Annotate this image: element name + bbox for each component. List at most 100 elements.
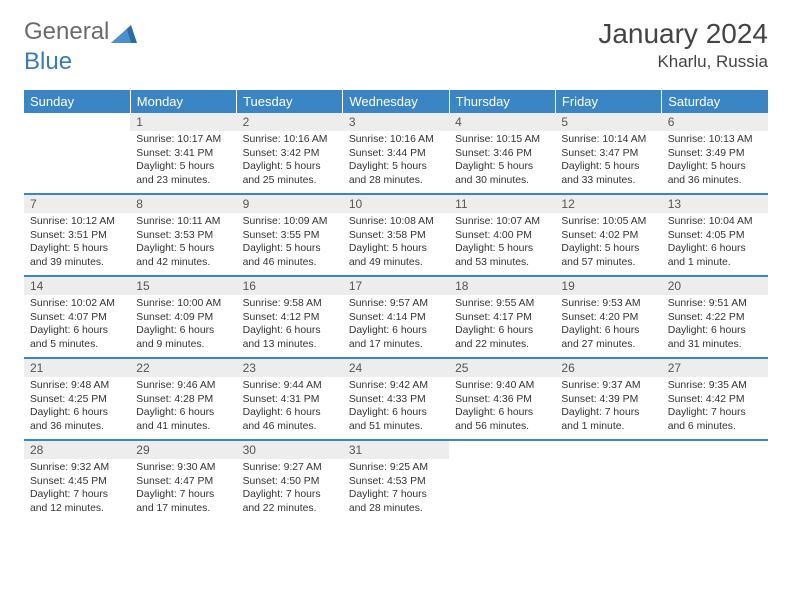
daylight-text: Daylight: 7 hours and 28 minutes. [349, 488, 443, 515]
calendar-day-cell: 2Sunrise: 10:16 AMSunset: 3:42 PMDayligh… [237, 113, 343, 194]
sunrise-text: Sunrise: 9:37 AM [561, 379, 655, 393]
day-details: Sunrise: 10:14 AMSunset: 3:47 PMDaylight… [555, 131, 661, 193]
sunset-text: Sunset: 4:53 PM [349, 475, 443, 489]
daylight-text: Daylight: 5 hours and 36 minutes. [668, 160, 762, 187]
sunrise-text: Sunrise: 9:48 AM [30, 379, 124, 393]
daylight-text: Daylight: 5 hours and 53 minutes. [455, 242, 549, 269]
brand-word2: Blue [24, 48, 72, 76]
calendar-week-row: 28Sunrise: 9:32 AMSunset: 4:45 PMDayligh… [24, 440, 768, 521]
triangle-icon [111, 21, 137, 43]
sunrise-text: Sunrise: 10:15 AM [455, 133, 549, 147]
calendar-day-cell [24, 113, 130, 194]
daylight-text: Daylight: 6 hours and 27 minutes. [561, 324, 655, 351]
day-number: 6 [662, 113, 768, 131]
daylight-text: Daylight: 7 hours and 1 minute. [561, 406, 655, 433]
calendar-day-cell: 31Sunrise: 9:25 AMSunset: 4:53 PMDayligh… [343, 440, 449, 521]
daylight-text: Daylight: 6 hours and 56 minutes. [455, 406, 549, 433]
sunset-text: Sunset: 3:46 PM [455, 147, 549, 161]
day-details: Sunrise: 9:32 AMSunset: 4:45 PMDaylight:… [24, 459, 130, 521]
daylight-text: Daylight: 6 hours and 13 minutes. [243, 324, 337, 351]
sunset-text: Sunset: 4:09 PM [136, 311, 230, 325]
day-details: Sunrise: 9:55 AMSunset: 4:17 PMDaylight:… [449, 295, 555, 357]
day-details: Sunrise: 9:53 AMSunset: 4:20 PMDaylight:… [555, 295, 661, 357]
day-number: 11 [449, 195, 555, 213]
calendar-day-cell: 1Sunrise: 10:17 AMSunset: 3:41 PMDayligh… [130, 113, 236, 194]
calendar-day-cell: 5Sunrise: 10:14 AMSunset: 3:47 PMDayligh… [555, 113, 661, 194]
day-number: 13 [662, 195, 768, 213]
sunrise-text: Sunrise: 10:11 AM [136, 215, 230, 229]
daylight-text: Daylight: 7 hours and 6 minutes. [668, 406, 762, 433]
calendar-day-cell: 11Sunrise: 10:07 AMSunset: 4:00 PMDaylig… [449, 194, 555, 276]
day-details: Sunrise: 10:00 AMSunset: 4:09 PMDaylight… [130, 295, 236, 357]
day-details: Sunrise: 10:16 AMSunset: 3:42 PMDaylight… [237, 131, 343, 193]
sunrise-text: Sunrise: 9:42 AM [349, 379, 443, 393]
day-number: 27 [662, 359, 768, 377]
day-details: Sunrise: 10:12 AMSunset: 3:51 PMDaylight… [24, 213, 130, 275]
sunset-text: Sunset: 4:36 PM [455, 393, 549, 407]
sunrise-text: Sunrise: 10:12 AM [30, 215, 124, 229]
title-block: January 2024 Kharlu, Russia [598, 18, 768, 72]
sunset-text: Sunset: 4:07 PM [30, 311, 124, 325]
daylight-text: Daylight: 6 hours and 17 minutes. [349, 324, 443, 351]
sunrise-text: Sunrise: 10:09 AM [243, 215, 337, 229]
day-details: Sunrise: 9:35 AMSunset: 4:42 PMDaylight:… [662, 377, 768, 439]
day-details: Sunrise: 9:51 AMSunset: 4:22 PMDaylight:… [662, 295, 768, 357]
daylight-text: Daylight: 5 hours and 28 minutes. [349, 160, 443, 187]
calendar-day-cell [555, 440, 661, 521]
day-details: Sunrise: 9:48 AMSunset: 4:25 PMDaylight:… [24, 377, 130, 439]
calendar-table: Sunday Monday Tuesday Wednesday Thursday… [24, 90, 768, 521]
calendar-day-cell: 13Sunrise: 10:04 AMSunset: 4:05 PMDaylig… [662, 194, 768, 276]
sunrise-text: Sunrise: 10:08 AM [349, 215, 443, 229]
sunset-text: Sunset: 3:47 PM [561, 147, 655, 161]
sunrise-text: Sunrise: 10:05 AM [561, 215, 655, 229]
calendar-day-cell: 23Sunrise: 9:44 AMSunset: 4:31 PMDayligh… [237, 358, 343, 440]
daylight-text: Daylight: 6 hours and 41 minutes. [136, 406, 230, 433]
empty-cell [449, 441, 555, 513]
daylight-text: Daylight: 5 hours and 25 minutes. [243, 160, 337, 187]
day-number: 4 [449, 113, 555, 131]
day-number: 25 [449, 359, 555, 377]
day-details: Sunrise: 10:11 AMSunset: 3:53 PMDaylight… [130, 213, 236, 275]
sunrise-text: Sunrise: 9:57 AM [349, 297, 443, 311]
daylight-text: Daylight: 6 hours and 5 minutes. [30, 324, 124, 351]
empty-cell [662, 441, 768, 513]
sunset-text: Sunset: 4:00 PM [455, 229, 549, 243]
day-number: 7 [24, 195, 130, 213]
daylight-text: Daylight: 6 hours and 9 minutes. [136, 324, 230, 351]
sunset-text: Sunset: 4:28 PM [136, 393, 230, 407]
day-details: Sunrise: 10:05 AMSunset: 4:02 PMDaylight… [555, 213, 661, 275]
sunset-text: Sunset: 4:05 PM [668, 229, 762, 243]
day-number: 1 [130, 113, 236, 131]
day-number: 28 [24, 441, 130, 459]
day-number: 5 [555, 113, 661, 131]
calendar-day-cell: 7Sunrise: 10:12 AMSunset: 3:51 PMDayligh… [24, 194, 130, 276]
daylight-text: Daylight: 5 hours and 30 minutes. [455, 160, 549, 187]
sunrise-text: Sunrise: 9:55 AM [455, 297, 549, 311]
calendar-day-cell: 21Sunrise: 9:48 AMSunset: 4:25 PMDayligh… [24, 358, 130, 440]
calendar-day-cell: 15Sunrise: 10:00 AMSunset: 4:09 PMDaylig… [130, 276, 236, 358]
calendar-day-cell: 26Sunrise: 9:37 AMSunset: 4:39 PMDayligh… [555, 358, 661, 440]
sunrise-text: Sunrise: 9:40 AM [455, 379, 549, 393]
calendar-day-cell [662, 440, 768, 521]
sunrise-text: Sunrise: 10:13 AM [668, 133, 762, 147]
sunrise-text: Sunrise: 10:02 AM [30, 297, 124, 311]
day-number: 29 [130, 441, 236, 459]
empty-cell [24, 113, 130, 185]
sunrise-text: Sunrise: 10:00 AM [136, 297, 230, 311]
weekday-header: Monday [130, 90, 236, 113]
day-details: Sunrise: 10:09 AMSunset: 3:55 PMDaylight… [237, 213, 343, 275]
daylight-text: Daylight: 6 hours and 51 minutes. [349, 406, 443, 433]
day-details: Sunrise: 9:42 AMSunset: 4:33 PMDaylight:… [343, 377, 449, 439]
calendar-day-cell: 10Sunrise: 10:08 AMSunset: 3:58 PMDaylig… [343, 194, 449, 276]
day-details: Sunrise: 9:57 AMSunset: 4:14 PMDaylight:… [343, 295, 449, 357]
day-details: Sunrise: 10:17 AMSunset: 3:41 PMDaylight… [130, 131, 236, 193]
sunset-text: Sunset: 3:55 PM [243, 229, 337, 243]
day-number: 26 [555, 359, 661, 377]
calendar-day-cell: 22Sunrise: 9:46 AMSunset: 4:28 PMDayligh… [130, 358, 236, 440]
sunrise-text: Sunrise: 10:04 AM [668, 215, 762, 229]
sunset-text: Sunset: 4:14 PM [349, 311, 443, 325]
empty-cell [555, 441, 661, 513]
day-details: Sunrise: 9:30 AMSunset: 4:47 PMDaylight:… [130, 459, 236, 521]
calendar-day-cell: 4 Sunrise: 10:15 AMSunset: 3:46 PMDayligh… [449, 113, 555, 194]
calendar-day-cell: 18Sunrise: 9:55 AMSunset: 4:17 PMDayligh… [449, 276, 555, 358]
